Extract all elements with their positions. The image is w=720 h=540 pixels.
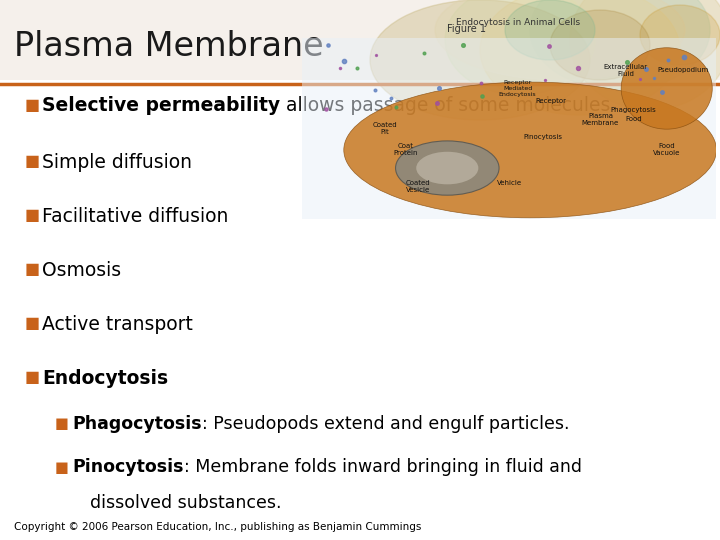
Text: Food: Food <box>625 116 642 122</box>
Ellipse shape <box>445 0 595 95</box>
Ellipse shape <box>640 5 720 65</box>
Text: : Membrane folds inward bringing in fluid and: : Membrane folds inward bringing in flui… <box>184 458 582 476</box>
Text: Pinocytosis: Pinocytosis <box>72 458 184 476</box>
Text: Phagocytosis: Phagocytosis <box>611 107 657 113</box>
Text: Simple diffusion: Simple diffusion <box>42 152 192 172</box>
Ellipse shape <box>344 82 716 218</box>
Text: Endocytosis: Endocytosis <box>42 368 168 388</box>
Text: Plasma Membrane: Plasma Membrane <box>14 30 323 63</box>
Text: Pinocytosis: Pinocytosis <box>523 134 562 140</box>
Text: Receptor
Mediated
Endocytosis: Receptor Mediated Endocytosis <box>499 80 536 97</box>
Text: ■: ■ <box>25 208 40 224</box>
Text: Receptor: Receptor <box>535 98 567 104</box>
Ellipse shape <box>550 10 650 80</box>
Text: Active transport: Active transport <box>42 314 193 334</box>
Text: Figure 1: Figure 1 <box>447 24 486 34</box>
Text: : Pseudopods extend and engulf particles.: : Pseudopods extend and engulf particles… <box>202 415 569 433</box>
Ellipse shape <box>530 0 710 90</box>
Text: Coat
Protein: Coat Protein <box>394 144 418 157</box>
Text: allows passage of some molecules: allows passage of some molecules <box>280 96 611 115</box>
Ellipse shape <box>621 48 712 129</box>
Text: ■: ■ <box>25 316 40 332</box>
Text: ■: ■ <box>25 154 40 170</box>
Text: ■: ■ <box>55 460 69 475</box>
Text: Osmosis: Osmosis <box>42 260 121 280</box>
Ellipse shape <box>395 141 499 195</box>
Text: ■: ■ <box>25 370 40 386</box>
Text: Vehicle: Vehicle <box>497 179 522 186</box>
Text: Extracellular
Fluid: Extracellular Fluid <box>603 64 647 77</box>
Text: Coated
Vesicle: Coated Vesicle <box>406 180 431 193</box>
Text: ■: ■ <box>55 416 69 431</box>
Text: ■: ■ <box>25 262 40 278</box>
Text: dissolved substances.: dissolved substances. <box>90 494 282 512</box>
Text: Endocytosis in Animal Cells: Endocytosis in Animal Cells <box>456 18 580 27</box>
Ellipse shape <box>435 0 685 80</box>
Ellipse shape <box>416 152 478 184</box>
Text: Plasma
Membrane: Plasma Membrane <box>582 113 619 126</box>
Ellipse shape <box>480 0 680 115</box>
Text: ■: ■ <box>25 98 40 113</box>
Ellipse shape <box>505 0 595 60</box>
Ellipse shape <box>370 0 590 120</box>
Text: Pseudopodium: Pseudopodium <box>657 68 709 73</box>
Text: Coated
Pit: Coated Pit <box>373 122 397 135</box>
Text: Facilitative diffusion: Facilitative diffusion <box>42 206 228 226</box>
Text: Selective permeability: Selective permeability <box>42 96 280 115</box>
Text: Copyright © 2006 Pearson Education, Inc., publishing as Benjamin Cummings: Copyright © 2006 Pearson Education, Inc.… <box>14 522 421 532</box>
Bar <box>0 0 720 80</box>
Text: Phagocytosis: Phagocytosis <box>72 415 202 433</box>
Ellipse shape <box>570 0 720 110</box>
Text: Food
Vacuole: Food Vacuole <box>653 144 680 157</box>
